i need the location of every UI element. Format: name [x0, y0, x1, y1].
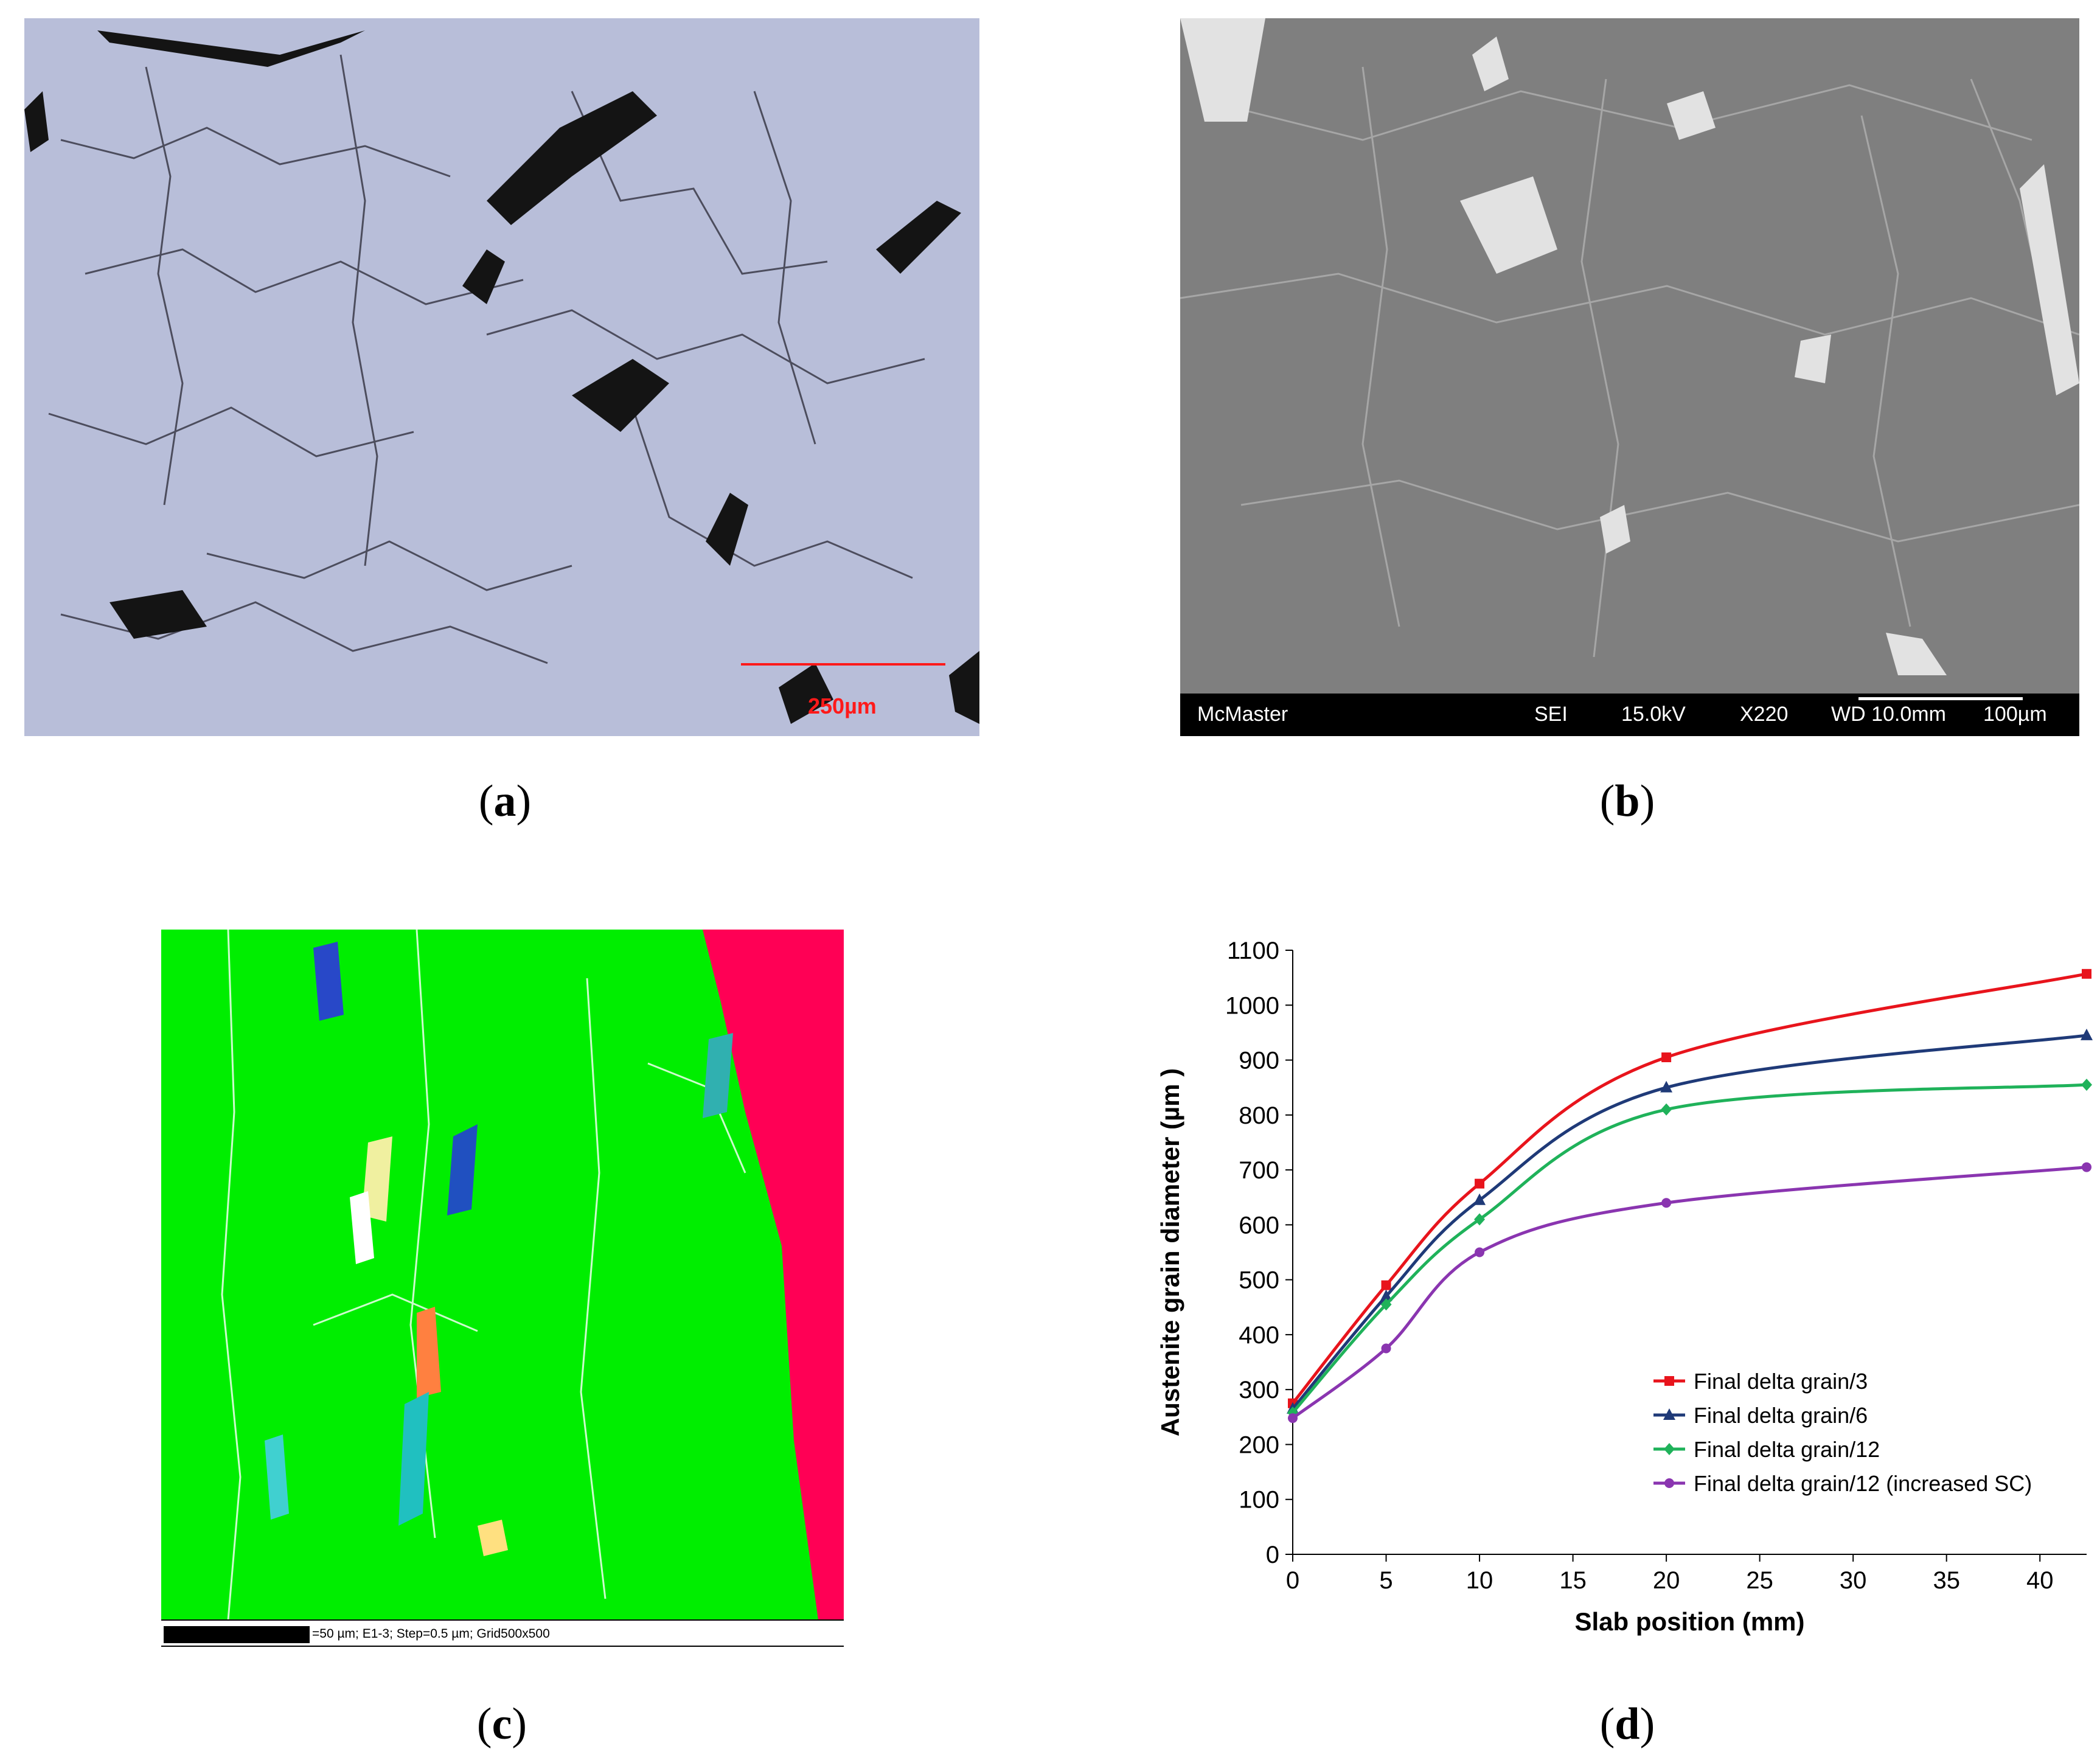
optical-micrograph: 250µm — [24, 18, 979, 736]
series-line-4 — [1292, 1166, 2087, 1420]
data-point — [1474, 1213, 1486, 1226]
data-point — [2082, 1162, 2091, 1172]
y-tick-label: 0 — [1266, 1542, 1279, 1568]
y-axis-title: Austenite grain diameter (µm ) — [1156, 1068, 1184, 1436]
y-tick-label: 800 — [1239, 1102, 1279, 1129]
legend-marker — [1663, 1408, 1675, 1420]
ebsd-map-texture — [161, 930, 844, 1647]
y-tick-label: 300 — [1239, 1377, 1279, 1403]
data-point — [2081, 1079, 2092, 1091]
scale-bar-label: 250µm — [808, 694, 877, 718]
legend-marker — [1664, 1443, 1675, 1455]
x-tick-label: 25 — [1746, 1567, 1773, 1594]
data-point — [2081, 1028, 2093, 1040]
y-tick-label: 400 — [1239, 1322, 1279, 1349]
x-axis-title: Slab position (mm) — [1575, 1607, 1805, 1636]
caption-d: (d) — [1599, 1699, 1655, 1749]
data-point — [1380, 1298, 1392, 1311]
series-line-1 — [1292, 972, 2087, 1405]
sem-mode: SEI — [1534, 703, 1568, 726]
grain-diameter-chart: 0 100 200 300 400 500 600 700 800 900 1000 1100 0 5 10… — [1156, 937, 2093, 1636]
legend-marker — [1664, 1376, 1674, 1386]
caption-b: (b) — [1599, 776, 1655, 826]
y-tick-label: 200 — [1239, 1431, 1279, 1458]
data-point — [2082, 968, 2091, 979]
y-tick-label: 1100 — [1227, 937, 1279, 964]
sem-voltage: 15.0kV — [1621, 703, 1686, 726]
x-tick-label: 20 — [1653, 1567, 1680, 1594]
legend-label: Final delta grain/3 — [1694, 1369, 1868, 1394]
x-tick-label: 5 — [1379, 1567, 1392, 1594]
optical-micrograph-texture — [24, 18, 979, 736]
x-tick-label: 35 — [1933, 1567, 1960, 1594]
y-tick-label: 600 — [1239, 1212, 1279, 1239]
x-tick-label: 15 — [1559, 1567, 1587, 1594]
data-point — [1475, 1247, 1485, 1257]
data-point — [1380, 1289, 1392, 1301]
data-point — [1661, 1103, 1672, 1116]
legend-marker — [1664, 1478, 1674, 1488]
sem-magnification: X220 — [1740, 703, 1789, 726]
y-tick-label: 100 — [1239, 1487, 1279, 1514]
caption-c: (c) — [476, 1699, 527, 1749]
scale-bar — [741, 663, 945, 666]
sem-micrograph: McMaster SEI 15.0kV X220 WD 10.0mm 100µm — [1180, 18, 2079, 736]
caption-a: (a) — [478, 776, 532, 826]
ebsd-phase-map: =50 µm; E1-3; Step=0.5 µm; Grid500x500 — [161, 930, 844, 1647]
data-point — [1660, 1080, 1673, 1093]
x-tick-label: 10 — [1466, 1567, 1493, 1594]
y-tick-label: 900 — [1239, 1048, 1279, 1074]
data-point — [1287, 1407, 1298, 1419]
y-tick-label: 700 — [1239, 1157, 1279, 1184]
series-line-3 — [1292, 1083, 2087, 1414]
sem-micrograph-texture — [1180, 18, 2079, 736]
y-tick-label: 1000 — [1225, 992, 1279, 1019]
legend-label: Final delta grain/12 — [1694, 1437, 1880, 1462]
legend-label: Final delta grain/6 — [1694, 1403, 1868, 1428]
ebsd-scale-text: =50 µm; E1-3; Step=0.5 µm; Grid500x500 — [312, 1627, 550, 1641]
data-point — [1473, 1193, 1486, 1205]
x-tick-label: 30 — [1840, 1567, 1867, 1594]
plot-area: 0 100 200 300 400 500 600 700 800 900 1000 1100 0 5 10… — [1156, 937, 2093, 1636]
series-line-2 — [1292, 1034, 2087, 1410]
sem-working-distance: WD 10.0mm — [1831, 703, 1946, 726]
y-tick-label: 500 — [1239, 1267, 1279, 1294]
data-point — [1661, 1198, 1672, 1208]
sem-brand: McMaster — [1197, 703, 1288, 726]
data-point — [1661, 1052, 1672, 1063]
data-point — [1475, 1178, 1485, 1189]
data-point — [1381, 1343, 1391, 1354]
x-tick-label: 40 — [2026, 1567, 2054, 1594]
data-point — [1381, 1280, 1391, 1290]
x-tick-label: 0 — [1286, 1567, 1299, 1594]
legend-label: Final delta grain/12 (increased SC) — [1694, 1471, 2032, 1496]
data-point — [1288, 1413, 1298, 1424]
sem-scale-label: 100µm — [1983, 703, 2047, 726]
